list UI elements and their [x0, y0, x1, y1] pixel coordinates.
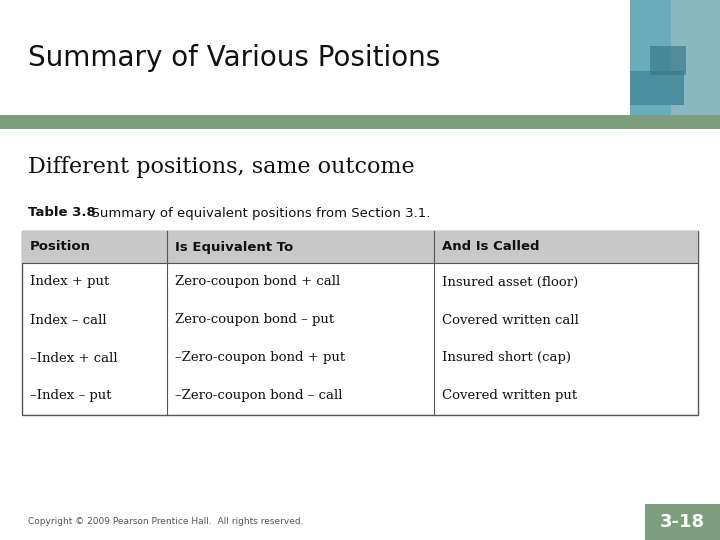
Bar	[0, 115, 720, 129]
Text: Zero-coupon bond – put: Zero-coupon bond – put	[176, 314, 335, 327]
Text: And Is Called: And Is Called	[442, 240, 540, 253]
Text: Summary of equivalent positions from Section 3.1.: Summary of equivalent positions from Sec…	[83, 206, 431, 219]
Bar	[630, 0, 720, 115]
Text: –Zero-coupon bond + put: –Zero-coupon bond + put	[176, 352, 346, 365]
Text: Position: Position	[30, 240, 91, 253]
Text: Zero-coupon bond + call: Zero-coupon bond + call	[176, 275, 341, 288]
Bar	[0, 0, 720, 115]
Text: Summary of Various Positions: Summary of Various Positions	[28, 44, 440, 71]
Text: Covered written put: Covered written put	[442, 389, 577, 402]
Text: Different positions, same outcome: Different positions, same outcome	[28, 156, 415, 178]
Bar	[630, 71, 684, 105]
Bar	[22, 231, 698, 263]
Text: –Zero-coupon bond – call: –Zero-coupon bond – call	[176, 389, 343, 402]
Bar	[645, 504, 720, 540]
Text: 3-18: 3-18	[660, 513, 705, 531]
Bar	[22, 231, 698, 415]
Text: Index + put: Index + put	[30, 275, 109, 288]
Text: Table 3.8: Table 3.8	[28, 206, 96, 219]
Text: –Index – put: –Index – put	[30, 389, 112, 402]
Text: Insured short (cap): Insured short (cap)	[442, 352, 572, 365]
Bar	[630, 0, 670, 115]
Text: –Index + call: –Index + call	[30, 352, 117, 365]
Text: Is Equivalent To: Is Equivalent To	[176, 240, 294, 253]
Bar	[630, 115, 720, 129]
Text: Insured asset (floor): Insured asset (floor)	[442, 275, 579, 288]
Bar	[650, 46, 686, 75]
Text: Copyright © 2009 Pearson Prentice Hall.  All rights reserved.: Copyright © 2009 Pearson Prentice Hall. …	[28, 517, 304, 526]
Text: Covered written call: Covered written call	[442, 314, 579, 327]
Text: Index – call: Index – call	[30, 314, 107, 327]
